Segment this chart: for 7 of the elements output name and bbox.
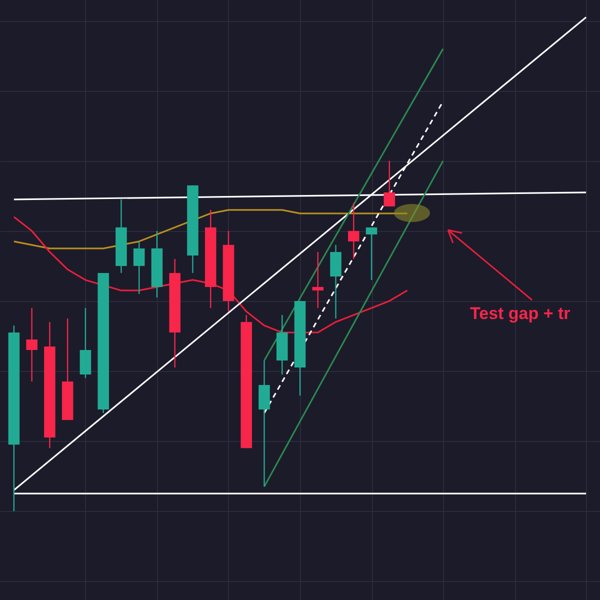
candlestick [384,160,396,208]
candlestick [26,307,38,382]
annotation: Test gap + tr [470,304,570,324]
candlestick [366,226,378,281]
candlestick [348,202,360,260]
candlestick [133,240,145,295]
candlestick [312,251,324,309]
